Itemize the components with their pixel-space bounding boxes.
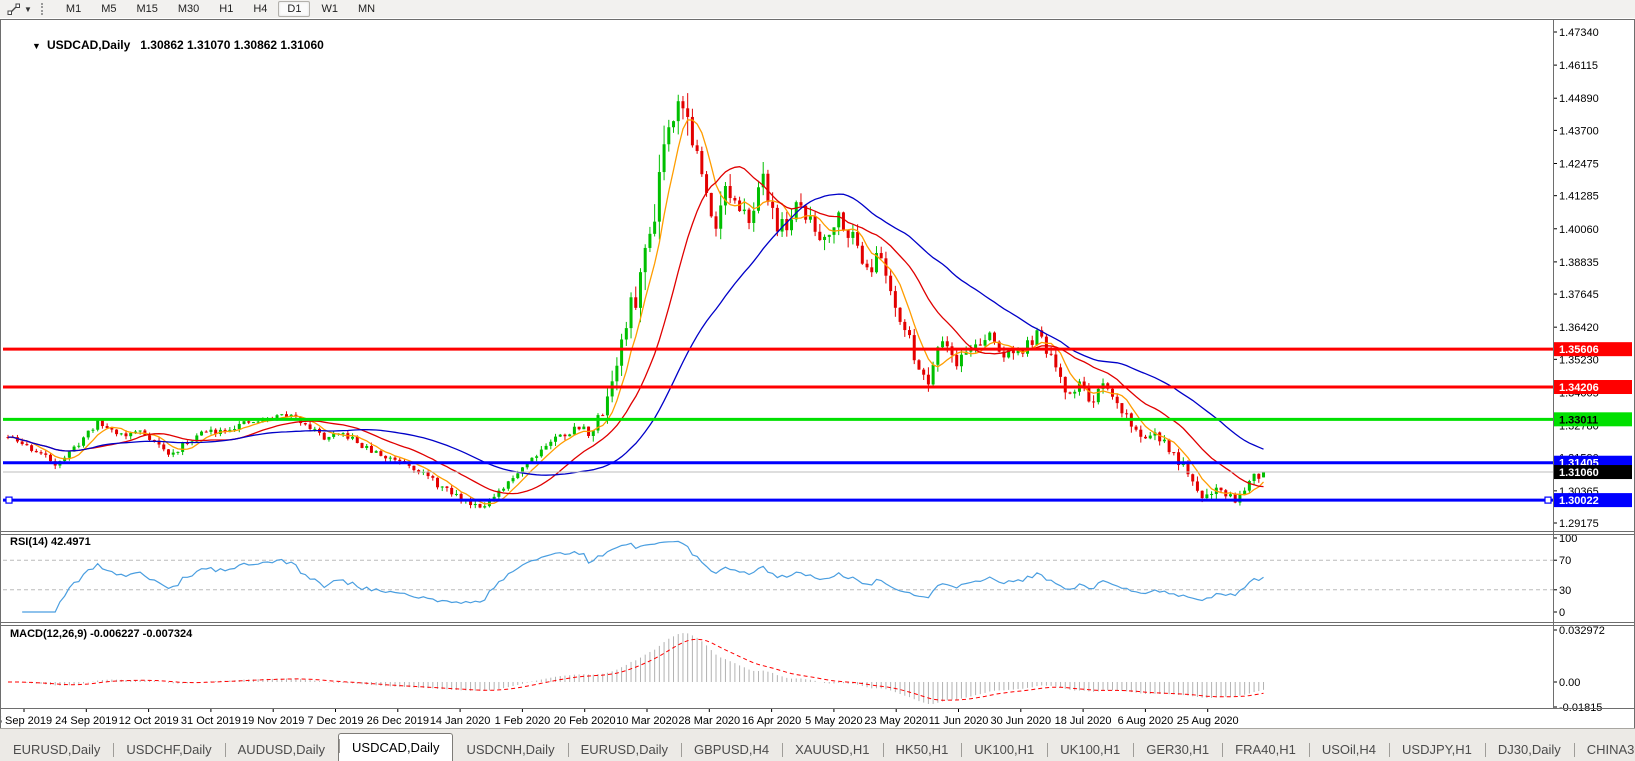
svg-text:30: 30 xyxy=(1559,585,1571,597)
price-chart-canvas[interactable]: 1.47340 1.46115 1.44890 1.43700 1.42475 1.412… xyxy=(0,18,1635,728)
chart-tab[interactable]: GBPUSD,H4 xyxy=(680,738,782,761)
timeframe-button-m5[interactable]: M5 xyxy=(101,3,117,15)
timeframe-button-h4[interactable]: H4 xyxy=(253,3,268,15)
chart-tab[interactable]: XAUUSD,H1 xyxy=(782,738,882,761)
svg-text:20 Feb 2020: 20 Feb 2020 xyxy=(554,715,616,727)
timeframe-button-m1[interactable]: M1 xyxy=(65,3,82,15)
svg-text:1 Feb 2020: 1 Feb 2020 xyxy=(495,715,551,727)
chart-tab[interactable]: USDCHF,Daily xyxy=(113,738,224,761)
svg-text:1.29175: 1.29175 xyxy=(1559,518,1599,530)
timeframe-toolbar: ▼ M1 M5 M15 M30 H1 H4 D1 W1 MN xyxy=(0,0,1635,19)
chart-tab[interactable]: USDJPY,H1 xyxy=(1389,738,1485,761)
timeframe-button-mn[interactable]: MN xyxy=(357,3,376,15)
timeframe-button-h1[interactable]: H1 xyxy=(219,3,234,15)
svg-text:1.43700: 1.43700 xyxy=(1559,125,1599,137)
svg-text:0: 0 xyxy=(1559,607,1565,619)
chart-tab[interactable]: USDCNH,Daily xyxy=(466,742,555,757)
timeframe-button-m15[interactable]: M15 xyxy=(136,3,158,15)
chart-tab[interactable]: UK100,H1 xyxy=(1047,738,1133,761)
svg-text:0.00: 0.00 xyxy=(1559,677,1580,689)
svg-text:16 Apr 2020: 16 Apr 2020 xyxy=(742,715,801,727)
chart-tab[interactable]: DJ30,Daily xyxy=(1484,738,1574,761)
svg-text:1.37645: 1.37645 xyxy=(1559,289,1599,301)
timeframe-button-d1[interactable]: D1 xyxy=(278,1,311,17)
svg-text:1.44890: 1.44890 xyxy=(1559,93,1599,105)
svg-text:1.40060: 1.40060 xyxy=(1559,224,1599,236)
chart-tab[interactable]: AUDUSD,Daily xyxy=(224,738,338,761)
svg-text:6 Aug 2020: 6 Aug 2020 xyxy=(1118,715,1174,727)
svg-text:1.47340: 1.47340 xyxy=(1559,27,1599,39)
svg-text:1.42475: 1.42475 xyxy=(1559,159,1599,171)
svg-text:24 Sep 2019: 24 Sep 2019 xyxy=(55,715,117,727)
svg-text:19 Nov 2019: 19 Nov 2019 xyxy=(242,715,304,727)
chart-tab[interactable]: HK50,H1 xyxy=(882,738,962,761)
svg-text:30 Jun 2020: 30 Jun 2020 xyxy=(991,715,1052,727)
svg-text:11 Jun 2020: 11 Jun 2020 xyxy=(929,715,989,727)
svg-text:1.36420: 1.36420 xyxy=(1559,322,1599,334)
svg-text:100: 100 xyxy=(1559,533,1577,545)
macd-indicator-label: MACD(12,26,9) -0.006227 -0.007324 xyxy=(10,628,193,640)
chart-tab[interactable]: UK100,H1 xyxy=(961,738,1047,761)
line-studies-icon xyxy=(7,3,20,15)
svg-text:18 Jul 2020: 18 Jul 2020 xyxy=(1055,715,1112,727)
svg-text:0.032972: 0.032972 xyxy=(1559,625,1605,637)
svg-text:1.30022: 1.30022 xyxy=(1559,495,1599,507)
svg-text:10 Mar 2020: 10 Mar 2020 xyxy=(616,715,678,727)
svg-text:1.34206: 1.34206 xyxy=(1559,382,1599,394)
chart-tab[interactable]: GER30,H1 xyxy=(1133,738,1222,761)
svg-text:26 Dec 2019: 26 Dec 2019 xyxy=(367,715,429,727)
line-studies-button[interactable]: ▼ xyxy=(4,3,35,16)
chart-symbol-label: USDCAD,Daily xyxy=(46,38,131,52)
svg-text:1.35230: 1.35230 xyxy=(1559,354,1599,366)
chart-area[interactable]: 1.47340 1.46115 1.44890 1.43700 1.42475 1.412… xyxy=(0,18,1635,728)
chart-tab[interactable]: USDCAD,Daily xyxy=(338,733,454,761)
svg-text:7 Dec 2019: 7 Dec 2019 xyxy=(307,715,363,727)
chart-tab-bar: EURUSD,Daily USDCHF,Daily AUDUSD,Daily USDC… xyxy=(0,728,1635,761)
timeframe-button-m30[interactable]: M30 xyxy=(177,3,200,15)
chart-tab[interactable]: EURUSD,Daily xyxy=(567,738,681,761)
svg-text:70: 70 xyxy=(1559,555,1571,567)
chart-tab[interactable]: FRA40,H1 xyxy=(1222,738,1309,761)
chart-tab[interactable]: CHINA300,H1 xyxy=(1573,738,1635,761)
chart-title: ▼ USDCAD,Daily 1.30862 1.31070 1.30862 1.3… xyxy=(12,24,324,66)
svg-text:1.38835: 1.38835 xyxy=(1559,257,1599,269)
svg-text:5 Sep 2019: 5 Sep 2019 xyxy=(0,715,52,727)
svg-text:1.33011: 1.33011 xyxy=(1559,414,1598,426)
svg-text:14 Jan 2020: 14 Jan 2020 xyxy=(430,715,491,727)
svg-text:23 May 2020: 23 May 2020 xyxy=(864,715,928,727)
chart-tabs: EURUSD,Daily USDCHF,Daily AUDUSD,Daily USDC… xyxy=(0,733,1635,761)
chart-tab[interactable]: USOil,H4 xyxy=(1308,738,1389,761)
toolbar-grip[interactable] xyxy=(40,3,46,15)
svg-text:5 May 2020: 5 May 2020 xyxy=(805,715,862,727)
chart-menu-icon[interactable]: ▼ xyxy=(32,41,41,51)
chart-ohlc-values: 1.30862 1.31070 1.30862 1.31060 xyxy=(140,38,324,52)
svg-text:28 Mar 2020: 28 Mar 2020 xyxy=(678,715,740,727)
svg-text:1.46115: 1.46115 xyxy=(1559,60,1598,72)
svg-text:25 Aug 2020: 25 Aug 2020 xyxy=(1177,715,1239,727)
svg-text:1.35606: 1.35606 xyxy=(1559,344,1599,356)
timeframe-button-w1[interactable]: W1 xyxy=(321,3,338,15)
chevron-down-icon[interactable]: ▼ xyxy=(24,4,32,14)
timeframe-buttons: M1 M5 M15 M30 H1 H4 D1 W1 MN xyxy=(52,0,389,18)
svg-text:12 Oct 2019: 12 Oct 2019 xyxy=(119,715,179,727)
svg-text:1.31060: 1.31060 xyxy=(1559,467,1599,479)
rsi-indicator-label: RSI(14) 42.4971 xyxy=(10,536,91,548)
svg-text:31 Oct 2019: 31 Oct 2019 xyxy=(181,715,241,727)
chart-tab[interactable]: EURUSD,Daily xyxy=(13,742,101,757)
svg-text:1.41285: 1.41285 xyxy=(1559,191,1599,203)
